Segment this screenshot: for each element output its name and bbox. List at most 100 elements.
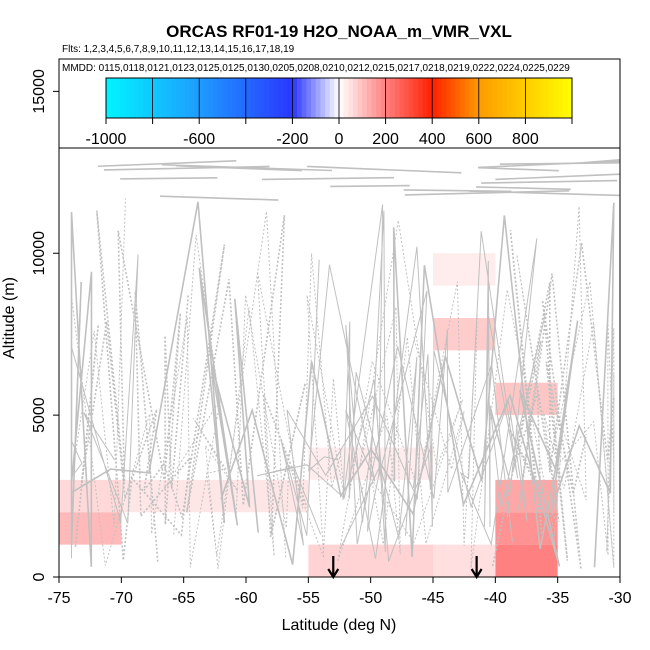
y-axis-label: Altitude (m) [1,277,18,359]
flight-track-cruise [307,165,462,174]
flight-track [96,210,192,562]
heatmap-cell [308,544,433,577]
colorbar-segment [441,78,447,118]
x-tick-label: -60 [234,590,257,607]
colorbar-segment [469,78,475,118]
colorbar-segment [380,78,386,118]
colorbar-segment [138,78,144,118]
flight-track [71,254,139,559]
colorbar-segment [567,78,573,118]
colorbar-segment [548,78,554,118]
colorbar-segment [329,78,335,118]
flight-track-cruise [469,190,621,197]
colorbar-segment [478,78,484,118]
colorbar-segment [161,78,167,118]
x-axis-label: Latitude (deg N) [282,617,397,634]
x-tick-label: -55 [297,590,320,607]
x-tick-label: -70 [110,590,133,607]
colorbar-segment [464,78,470,118]
x-tick-label: -40 [484,590,507,607]
colorbar-segment [301,78,307,118]
flight-track [491,273,588,570]
flight-track [422,206,587,569]
flight-track [392,202,615,568]
flight-track-cruise [478,166,559,172]
colorbar-segment [506,78,512,118]
colorbar-segment [427,78,433,118]
colorbar-segment [525,78,531,118]
colorbar-segment [199,78,205,118]
flight-track [71,198,221,568]
flight-track-cruise [330,184,410,188]
colorbar-segment [287,78,293,118]
colorbar-segment [203,78,209,118]
colorbar-tick-label: -600 [183,131,215,148]
flight-track-cruise [103,165,270,171]
flight-track [256,354,433,562]
colorbar-ticks: -1000 -600 -200 0 200 400 600 800 [86,118,573,148]
colorbar-segment [371,78,377,118]
flight-track [220,215,563,565]
heatmap-cell [433,544,496,577]
colorbar-segment [255,78,261,118]
flight-track-cruise [97,159,237,168]
colorbar-segment [394,78,400,118]
colorbar-segment [157,78,163,118]
colorbar-tick-label: 200 [372,131,399,148]
colorbar-segment [376,78,382,118]
x-tick-label: -30 [608,590,631,607]
flight-track [280,204,428,546]
colorbar-segment [227,78,233,118]
colorbar-segment [217,78,223,118]
colorbar-segment [133,78,140,118]
colorbar-segment [446,78,452,118]
flight-track [192,211,342,569]
colorbar-segment [460,78,466,118]
x-tick-label: -45 [421,590,444,607]
colorbar-segment [334,78,340,118]
flight-track [74,215,308,547]
colorbar-segment [180,78,186,118]
colorbar-tick-label: 800 [512,131,539,148]
colorbar-segment [455,78,461,118]
colorbar-segment [530,78,536,118]
colorbar-segment [306,78,312,118]
colorbar-segment [222,78,228,118]
y-axis: 0 5000 10000 15000 [31,69,59,581]
colorbar-tick-label: 0 [335,131,344,148]
colorbar-segment [516,78,522,118]
flight-track-cruise [583,159,621,164]
colorbar-segment [245,78,251,118]
colorbar-segment [311,78,317,118]
colorbar-segment [231,78,237,118]
colorbar-segment [208,78,214,118]
colorbar-tick-label: 600 [465,131,492,148]
colorbar-segment [511,78,517,118]
heatmap-cell [59,479,122,513]
colorbar-segment [259,78,265,118]
flights-subtitle: Flts: 1,2,3,4,5,6,7,8,9,10,11,12,13,14,1… [62,44,295,55]
heatmap-cell [121,479,309,513]
colorbar-segment [213,78,219,118]
flight-track-cruise [261,176,395,181]
flight-track [70,201,259,567]
colorbar-tick-label: -200 [276,131,308,148]
y-tick-label: 5000 [31,397,48,433]
colorbar-segment [147,78,153,118]
colorbar-segment [422,78,428,118]
colorbar-segment [408,78,414,118]
colorbar-segment [534,78,540,118]
colorbar-segment [450,78,456,118]
colorbar-segment [343,78,349,118]
flight-track-cruise [159,195,279,201]
colorbar-segment [483,78,489,118]
flight-tracks [70,159,621,570]
dates-subtitle: MMDD: 0115,0118,0121,0123,0125,0125,0130… [62,63,570,74]
colorbar-segment [273,78,279,118]
colorbar-segment [399,78,405,118]
colorbar-segment [339,78,345,118]
flight-track-cruise [120,177,218,180]
x-axis: -75 -70 -65 -60 -55 -50 -45 -40 -35 -30 [47,577,632,607]
colorbar-segment [502,78,508,118]
